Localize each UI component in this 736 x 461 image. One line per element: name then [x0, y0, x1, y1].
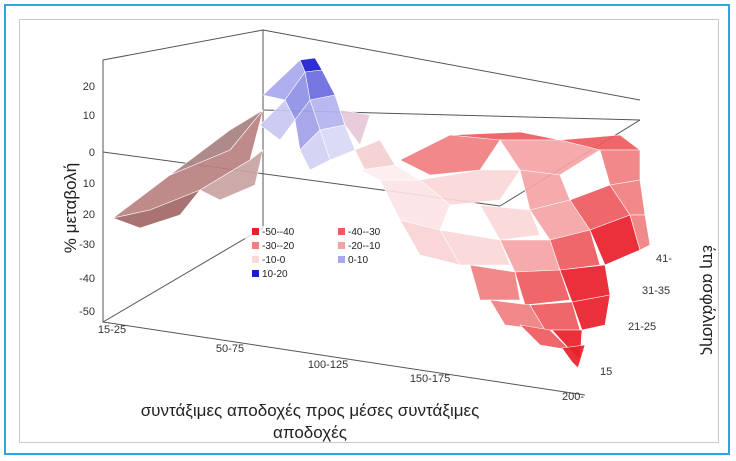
y-axis-title: % μεταβολή: [61, 163, 80, 253]
surface: [112, 57, 651, 369]
surface-patch: [359, 164, 421, 181]
surface-patch: [499, 239, 561, 273]
depth-tick-label: 31-35: [642, 285, 670, 297]
legend-swatch: [252, 228, 259, 235]
legend-swatch: [338, 228, 345, 235]
legend-swatch: [252, 242, 259, 249]
legend-swatch: [338, 256, 345, 263]
x-tick-label: 150-175: [410, 373, 450, 385]
surface-patch: [599, 149, 641, 186]
depth-tick-label: 41-: [656, 253, 672, 265]
z-tick-label: -40: [79, 273, 95, 285]
legend-swatch: [252, 256, 259, 263]
legend-label: -30--20: [262, 241, 295, 252]
depth-axis-title: έτη ασφάλισης: [699, 245, 718, 355]
legend-background: [245, 226, 403, 294]
legend-label: 0-10: [348, 255, 368, 266]
z-tick-label: 20: [83, 81, 95, 93]
z-tick-label: 20: [83, 209, 95, 221]
surface-patch: [629, 214, 651, 251]
legend-label: 10-20: [262, 269, 288, 280]
surface-patch: [399, 219, 461, 266]
x-tick-label: 200-: [562, 391, 584, 403]
surface-patch: [199, 149, 264, 201]
z-ticks: 20 10 0 10 20 -30 -40 -50: [79, 81, 95, 318]
legend-swatch: [252, 270, 259, 277]
surface-patch: [339, 109, 371, 146]
surface-patch: [399, 134, 501, 176]
depth-tick-label: 15: [600, 366, 612, 378]
z-tick-label: 10: [83, 110, 95, 122]
surface-patch: [499, 139, 601, 176]
z-tick-label: 0: [89, 147, 95, 159]
surface-patch: [549, 229, 601, 271]
legend-label: -50--40: [262, 227, 295, 238]
surface-patch: [299, 129, 331, 171]
legend: -50--40 -40--30 -30--20 -20--10 -10-0 0-10 10-…: [245, 226, 403, 294]
surface-patch: [479, 204, 541, 241]
surface-patch: [169, 109, 264, 176]
x-axis-title-line1: συντάξιμες αποδοχές προς μέσες συντάξιμε…: [141, 401, 480, 420]
floor-front: [102, 321, 586, 396]
depth-tick-label: 21-25: [628, 321, 656, 333]
z-tick-label: -50: [79, 306, 95, 318]
surface-patch: [469, 264, 521, 301]
x-tick-label: 100-125: [308, 359, 348, 371]
back-edge: [262, 29, 641, 101]
chart-area: [19, 19, 719, 443]
surface-patch: [354, 139, 396, 171]
legend-label: -10-0: [262, 255, 286, 266]
surface-patch: [514, 269, 571, 306]
surface-patch: [571, 294, 611, 331]
depth-ticks: 15 21-25 31-35 41-: [600, 253, 672, 378]
z-tick-label: -30: [79, 239, 95, 251]
x-tick-label: 15-25: [98, 324, 126, 336]
x-ticks: 15-25 50-75 100-125 150-175 200-: [98, 324, 584, 403]
legend-label: -40--30: [348, 227, 381, 238]
x-axis-title-line2: αποδοχές: [273, 423, 347, 442]
z-tick-label: 10: [83, 178, 95, 190]
surface-patch: [561, 344, 586, 369]
surface-patch: [112, 189, 201, 229]
legend-swatch: [338, 242, 345, 249]
legend-label: -20--10: [348, 241, 381, 252]
x-tick-label: 50-75: [216, 343, 244, 355]
